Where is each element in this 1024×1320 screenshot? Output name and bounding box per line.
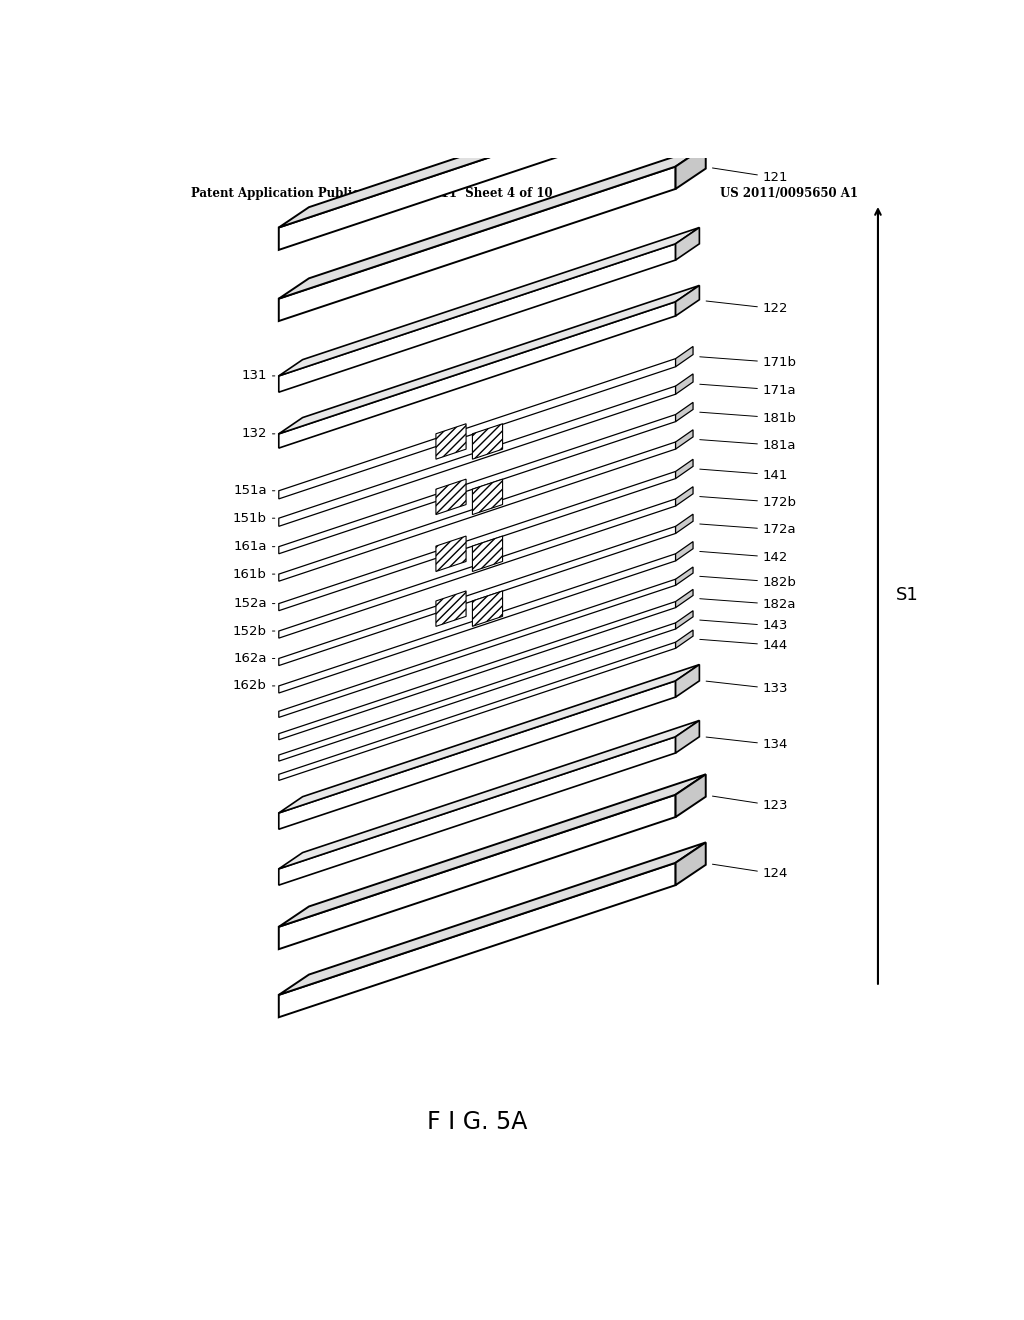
Text: 162b: 162b [233, 680, 274, 693]
Polygon shape [676, 374, 693, 395]
Text: 121: 121 [713, 168, 788, 185]
Text: 131: 131 [242, 370, 274, 383]
Polygon shape [279, 471, 676, 611]
Polygon shape [279, 643, 676, 780]
Polygon shape [676, 147, 706, 189]
Polygon shape [279, 681, 676, 829]
Polygon shape [279, 95, 676, 249]
Text: 171b: 171b [699, 356, 797, 370]
Polygon shape [436, 424, 466, 459]
Text: 181b: 181b [699, 412, 797, 425]
Polygon shape [676, 346, 693, 367]
Polygon shape [279, 664, 699, 813]
Polygon shape [279, 385, 676, 527]
Text: 134: 134 [707, 737, 788, 751]
Polygon shape [436, 479, 466, 515]
Text: 123: 123 [713, 796, 788, 812]
Text: 133: 133 [707, 681, 788, 696]
Polygon shape [436, 536, 466, 572]
Text: 181a: 181a [699, 440, 797, 451]
Polygon shape [472, 591, 503, 627]
Polygon shape [279, 527, 676, 665]
Polygon shape [676, 775, 706, 817]
Text: 141: 141 [699, 469, 788, 482]
Polygon shape [279, 842, 706, 995]
Text: S1: S1 [895, 586, 919, 605]
Polygon shape [676, 285, 699, 315]
Polygon shape [279, 579, 676, 718]
Polygon shape [676, 227, 699, 260]
Polygon shape [472, 536, 503, 572]
Polygon shape [279, 359, 676, 499]
Polygon shape [676, 75, 706, 117]
Polygon shape [279, 414, 676, 554]
Text: 182a: 182a [699, 598, 797, 611]
Text: 161b: 161b [233, 568, 274, 581]
Text: 161a: 161a [233, 540, 274, 553]
Polygon shape [279, 863, 676, 1018]
Text: 122: 122 [707, 301, 788, 315]
Text: 172a: 172a [699, 524, 797, 536]
Polygon shape [279, 227, 699, 376]
Polygon shape [676, 589, 693, 607]
Polygon shape [279, 721, 699, 869]
Polygon shape [279, 737, 676, 886]
Text: F I G. 5A: F I G. 5A [427, 1110, 527, 1134]
Polygon shape [676, 541, 693, 561]
Polygon shape [279, 795, 676, 949]
Text: 152a: 152a [233, 597, 274, 610]
Polygon shape [676, 664, 699, 697]
Polygon shape [676, 611, 693, 630]
Text: 142: 142 [699, 550, 788, 564]
Polygon shape [279, 244, 676, 392]
Text: 162a: 162a [233, 652, 274, 665]
Text: 143: 143 [699, 619, 788, 632]
Polygon shape [279, 602, 676, 739]
Polygon shape [472, 424, 503, 459]
Polygon shape [436, 591, 466, 627]
Polygon shape [279, 302, 676, 447]
Polygon shape [279, 442, 676, 581]
Text: Apr. 28, 2011  Sheet 4 of 10: Apr. 28, 2011 Sheet 4 of 10 [370, 187, 553, 199]
Text: 144: 144 [699, 639, 788, 652]
Polygon shape [676, 430, 693, 449]
Polygon shape [279, 285, 699, 434]
Polygon shape [279, 166, 676, 321]
Polygon shape [676, 515, 693, 533]
Text: 172b: 172b [699, 496, 797, 510]
Text: Patent Application Publication: Patent Application Publication [191, 187, 394, 199]
Polygon shape [472, 479, 503, 515]
Polygon shape [279, 554, 676, 693]
Polygon shape [676, 487, 693, 506]
Polygon shape [279, 75, 706, 227]
Text: 151b: 151b [232, 512, 274, 525]
Polygon shape [279, 623, 676, 762]
Text: US 2011/0095650 A1: US 2011/0095650 A1 [720, 187, 858, 199]
Polygon shape [676, 459, 693, 479]
Polygon shape [279, 499, 676, 638]
Text: 152b: 152b [232, 624, 274, 638]
Polygon shape [676, 568, 693, 585]
Polygon shape [676, 842, 706, 886]
Polygon shape [676, 721, 699, 752]
Polygon shape [676, 630, 693, 648]
Polygon shape [676, 403, 693, 421]
Polygon shape [279, 147, 706, 298]
Text: 124: 124 [713, 865, 788, 880]
Text: 182b: 182b [699, 576, 797, 589]
Text: 132: 132 [242, 428, 274, 441]
Polygon shape [279, 775, 706, 927]
Text: 171a: 171a [699, 384, 797, 396]
Text: 151a: 151a [233, 484, 274, 498]
